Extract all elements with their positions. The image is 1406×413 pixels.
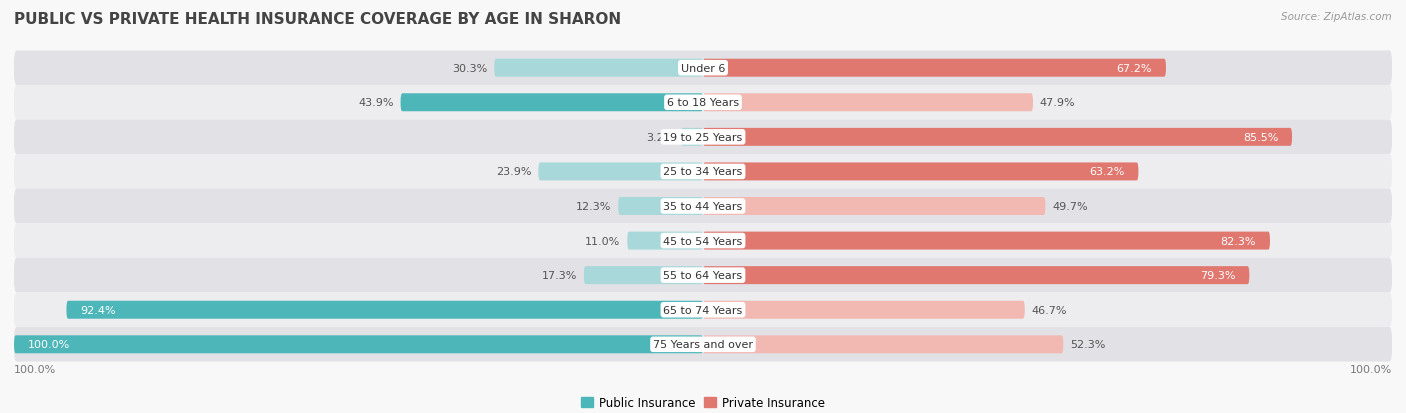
FancyBboxPatch shape (14, 86, 1392, 120)
FancyBboxPatch shape (703, 335, 1063, 354)
FancyBboxPatch shape (538, 163, 703, 181)
Text: 75 Years and over: 75 Years and over (652, 339, 754, 349)
FancyBboxPatch shape (703, 232, 1270, 250)
FancyBboxPatch shape (583, 266, 703, 285)
Text: 49.7%: 49.7% (1052, 202, 1088, 211)
Text: 17.3%: 17.3% (541, 271, 576, 280)
Text: 52.3%: 52.3% (1070, 339, 1105, 349)
FancyBboxPatch shape (703, 94, 1033, 112)
FancyBboxPatch shape (703, 301, 1025, 319)
Text: 79.3%: 79.3% (1201, 271, 1236, 280)
FancyBboxPatch shape (495, 59, 703, 78)
Text: 55 to 64 Years: 55 to 64 Years (664, 271, 742, 280)
Text: 45 to 54 Years: 45 to 54 Years (664, 236, 742, 246)
Text: 100.0%: 100.0% (1350, 365, 1392, 375)
FancyBboxPatch shape (681, 128, 703, 147)
Text: 35 to 44 Years: 35 to 44 Years (664, 202, 742, 211)
Text: 12.3%: 12.3% (576, 202, 612, 211)
FancyBboxPatch shape (401, 94, 703, 112)
Text: 85.5%: 85.5% (1243, 133, 1278, 142)
FancyBboxPatch shape (66, 301, 703, 319)
Text: 23.9%: 23.9% (496, 167, 531, 177)
Text: 100.0%: 100.0% (28, 339, 70, 349)
Text: 67.2%: 67.2% (1116, 64, 1152, 74)
Text: 3.2%: 3.2% (645, 133, 673, 142)
Text: 92.4%: 92.4% (80, 305, 115, 315)
FancyBboxPatch shape (627, 232, 703, 250)
FancyBboxPatch shape (14, 327, 1392, 362)
Text: 6 to 18 Years: 6 to 18 Years (666, 98, 740, 108)
FancyBboxPatch shape (14, 155, 1392, 189)
Legend: Public Insurance, Private Insurance: Public Insurance, Private Insurance (576, 392, 830, 413)
Text: 47.9%: 47.9% (1040, 98, 1076, 108)
Text: 100.0%: 100.0% (14, 365, 56, 375)
Text: 65 to 74 Years: 65 to 74 Years (664, 305, 742, 315)
FancyBboxPatch shape (14, 258, 1392, 293)
Text: 43.9%: 43.9% (359, 98, 394, 108)
FancyBboxPatch shape (14, 224, 1392, 258)
FancyBboxPatch shape (703, 197, 1046, 216)
Text: PUBLIC VS PRIVATE HEALTH INSURANCE COVERAGE BY AGE IN SHARON: PUBLIC VS PRIVATE HEALTH INSURANCE COVER… (14, 12, 621, 27)
Text: 11.0%: 11.0% (585, 236, 620, 246)
FancyBboxPatch shape (14, 293, 1392, 327)
Text: 63.2%: 63.2% (1090, 167, 1125, 177)
FancyBboxPatch shape (703, 163, 1139, 181)
Text: Under 6: Under 6 (681, 64, 725, 74)
FancyBboxPatch shape (14, 189, 1392, 224)
Text: 19 to 25 Years: 19 to 25 Years (664, 133, 742, 142)
FancyBboxPatch shape (703, 266, 1250, 285)
FancyBboxPatch shape (703, 59, 1166, 78)
Text: 25 to 34 Years: 25 to 34 Years (664, 167, 742, 177)
Text: 30.3%: 30.3% (453, 64, 488, 74)
FancyBboxPatch shape (703, 128, 1292, 147)
FancyBboxPatch shape (14, 335, 703, 354)
FancyBboxPatch shape (14, 120, 1392, 155)
Text: 46.7%: 46.7% (1032, 305, 1067, 315)
FancyBboxPatch shape (14, 51, 1392, 86)
Text: Source: ZipAtlas.com: Source: ZipAtlas.com (1281, 12, 1392, 22)
FancyBboxPatch shape (619, 197, 703, 216)
Text: 82.3%: 82.3% (1220, 236, 1256, 246)
